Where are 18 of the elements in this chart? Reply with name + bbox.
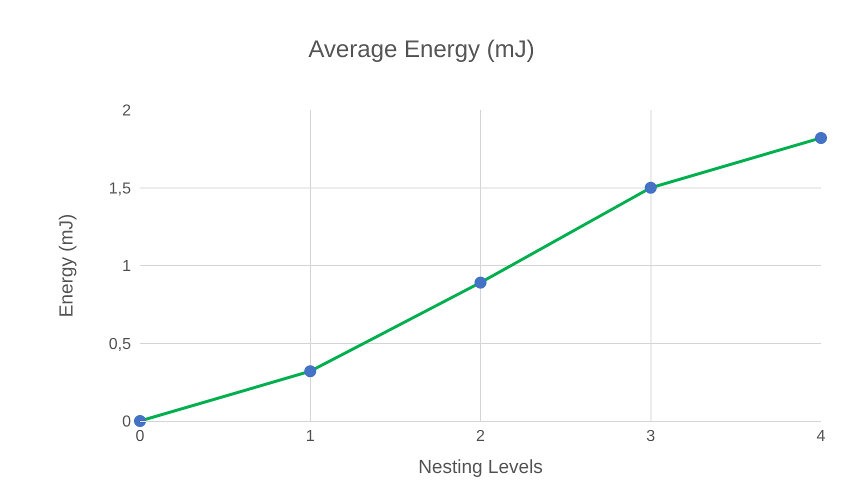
y-tick-label: 1,5 — [108, 180, 132, 198]
point — [815, 132, 827, 144]
y-tick-label: 0 — [122, 414, 132, 431]
x-tick-label: 2 — [476, 428, 486, 446]
x-axis-title: Nesting Levels — [418, 457, 543, 478]
point — [644, 182, 657, 194]
y-tick-label: 0,5 — [108, 336, 132, 353]
x-tick-label: 1 — [306, 428, 315, 446]
x-tick-label: 3 — [646, 428, 656, 446]
x-tick-label: 4 — [816, 428, 826, 446]
chart-title: Average Energy (mJ) — [308, 36, 535, 63]
point — [474, 276, 486, 289]
y-tick-label: 2 — [122, 102, 132, 120]
point — [134, 415, 146, 427]
point — [304, 365, 316, 378]
y-tick-label: 1 — [122, 258, 132, 276]
y-axis-title: Energy (mJ) — [56, 214, 78, 318]
x-tick-label: 0 — [136, 428, 145, 446]
